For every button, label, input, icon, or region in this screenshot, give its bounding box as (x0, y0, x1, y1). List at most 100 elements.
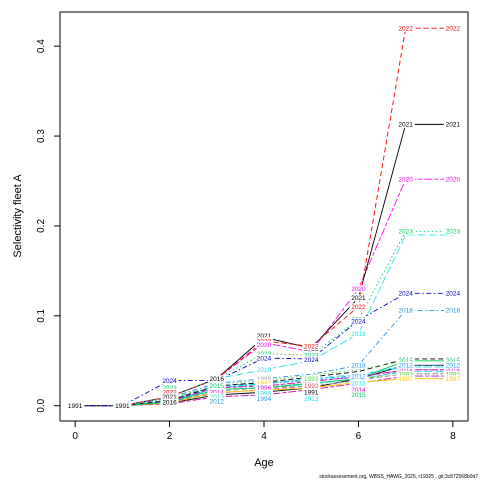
point-label: 2022 (398, 25, 413, 32)
point-label-bg (349, 317, 368, 325)
point-label: 2020 (398, 176, 413, 183)
footer-credit: stockassessment.org, WBSS_HAWG_2025, r19… (319, 474, 478, 480)
point-label-bg (443, 227, 462, 235)
point-label-bg (349, 330, 368, 338)
point-label-bg (396, 289, 415, 297)
x-tick-label: 4 (261, 431, 267, 442)
point-label: 2015 (351, 392, 366, 399)
point-label-bg (302, 356, 321, 364)
point-label-bg (302, 395, 321, 403)
point-label-bg (255, 379, 273, 387)
point-label: 2019 (257, 367, 272, 374)
point-label-bg (349, 303, 368, 311)
point-label: 1997 (398, 376, 413, 383)
point-label: 2012 (446, 363, 461, 370)
point-label-bg (255, 366, 273, 374)
point-label-bg (396, 24, 415, 32)
point-label-bg (443, 375, 462, 383)
point-label: 2018 (398, 308, 413, 315)
point-label-bg (443, 289, 462, 297)
point-label: 1993 (446, 372, 461, 379)
point-label: 2024 (162, 378, 177, 385)
point-label: 1992 (304, 383, 319, 390)
x-axis-title: Age (254, 457, 274, 469)
point-label: 2016 (162, 399, 177, 406)
point-label: 1993 (304, 376, 319, 383)
point-label-bg (443, 361, 462, 369)
y-tick-label: 0.0 (36, 398, 47, 412)
point-label: 1997 (446, 376, 461, 383)
point-label-bg (255, 337, 273, 345)
point-label-bg (443, 357, 462, 365)
point-label: 2014 (446, 367, 461, 374)
y-axis-title: Selectivity fleet A (12, 174, 24, 258)
point-label-bg (396, 227, 415, 235)
point-label-bg (396, 361, 415, 369)
point-label-bg (66, 402, 85, 410)
point-label-bg (160, 393, 179, 401)
point-label-bg (443, 175, 462, 183)
point-label: 1991 (115, 403, 130, 410)
point-label: 2012 (351, 373, 366, 380)
point-label: 2024 (257, 355, 272, 362)
point-label-bg (349, 294, 368, 302)
point-label-bg (443, 306, 462, 314)
point-label-bg (207, 382, 226, 390)
point-label-bg (255, 350, 273, 358)
point-label: 2019 (351, 331, 366, 338)
point-label-bg (255, 354, 273, 362)
point-label: 2022 (162, 390, 177, 397)
point-label-bg (255, 332, 273, 340)
point-label: 1998 (257, 376, 272, 383)
point-label: 2024 (446, 291, 461, 298)
point-label-bg (302, 388, 321, 396)
point-label: 2022 (446, 25, 461, 32)
x-tick-label: 2 (167, 431, 173, 442)
point-label: 2024 (351, 319, 366, 326)
point-label-bg (160, 377, 179, 385)
point-label-bg (255, 384, 273, 392)
point-label: 2020 (257, 342, 272, 349)
point-label-bg (160, 384, 179, 392)
point-label-bg (255, 389, 273, 397)
point-label-bg (207, 375, 226, 383)
point-label: 2021 (398, 122, 413, 129)
series-line-2014 (75, 369, 453, 407)
point-label: 2022 (304, 344, 319, 351)
x-tick-label: 6 (356, 431, 362, 442)
point-label-bg (160, 388, 179, 396)
point-label-bg (113, 402, 132, 410)
point-label: 2014 (398, 367, 413, 374)
point-label: 2020 (351, 286, 366, 293)
y-tick-label: 0.2 (36, 219, 47, 233)
point-label: 1991 (68, 403, 83, 410)
point-label: 2024 (398, 291, 413, 298)
point-label-bg (302, 342, 321, 350)
point-label-bg (349, 372, 368, 380)
point-label-bg (349, 379, 368, 387)
point-label-bg (396, 306, 415, 314)
point-label-bg (207, 397, 226, 405)
point-label: 2014 (210, 390, 225, 397)
point-label-bg (443, 120, 462, 128)
point-label-bg (396, 357, 415, 365)
x-tick-label: 8 (450, 431, 456, 442)
point-label-bg (255, 375, 273, 383)
series-line-2023 (75, 230, 453, 407)
point-label-bg (349, 386, 368, 394)
point-label: 2021 (446, 122, 461, 129)
point-label: 2015 (398, 358, 413, 365)
point-label-bg (396, 375, 415, 383)
point-label: 2012 (398, 363, 413, 370)
point-label: 1995 (257, 390, 272, 397)
point-label: 2023 (304, 353, 319, 360)
point-label: 2012 (210, 399, 225, 406)
y-tick-label: 0.4 (36, 39, 47, 53)
y-tick-label: 0.1 (36, 308, 47, 322)
point-label: 2014 (351, 387, 366, 394)
point-label-bg (207, 393, 226, 401)
point-label-bg (443, 370, 462, 378)
